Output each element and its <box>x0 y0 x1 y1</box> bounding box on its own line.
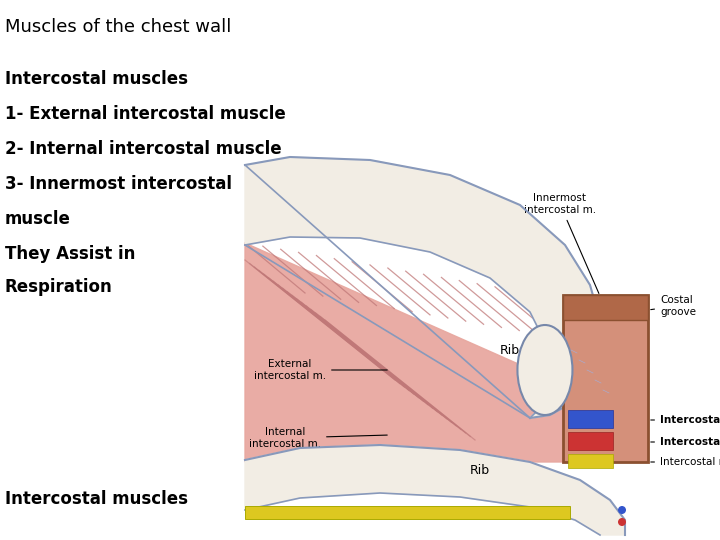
Text: Rib: Rib <box>470 463 490 476</box>
Text: Intercostal n.: Intercostal n. <box>651 457 720 467</box>
Text: 3- Innermost intercostal: 3- Innermost intercostal <box>5 175 232 193</box>
Polygon shape <box>245 445 625 535</box>
Polygon shape <box>245 243 620 462</box>
Text: Intercostal a.: Intercostal a. <box>651 437 720 447</box>
Ellipse shape <box>518 325 572 415</box>
Text: Costal
groove: Costal groove <box>651 295 696 316</box>
Text: Respiration: Respiration <box>5 278 113 296</box>
Text: External
intercostal m.: External intercostal m. <box>254 359 387 381</box>
Bar <box>563 295 648 320</box>
Ellipse shape <box>618 506 626 514</box>
Text: Intercostal muscles: Intercostal muscles <box>5 490 188 508</box>
Text: Intercostal muscles: Intercostal muscles <box>5 70 188 88</box>
Text: Muscles of the chest wall: Muscles of the chest wall <box>5 18 231 36</box>
Text: They Assist in: They Assist in <box>5 245 135 263</box>
Bar <box>568 454 613 468</box>
Text: Innermost
intercostal m.: Innermost intercostal m. <box>524 193 599 293</box>
Ellipse shape <box>618 518 626 526</box>
Text: muscle: muscle <box>5 210 71 228</box>
Bar <box>245 506 570 519</box>
Text: Internal
intercostal m.: Internal intercostal m. <box>249 427 387 449</box>
Text: Rib: Rib <box>500 343 520 356</box>
Text: 1- External intercostal muscle: 1- External intercostal muscle <box>5 105 286 123</box>
Bar <box>563 295 648 462</box>
Polygon shape <box>245 157 600 418</box>
Bar <box>568 432 613 450</box>
Text: Intercostal v.: Intercostal v. <box>651 415 720 425</box>
Text: 2- Internal intercostal muscle: 2- Internal intercostal muscle <box>5 140 282 158</box>
Bar <box>568 410 613 428</box>
